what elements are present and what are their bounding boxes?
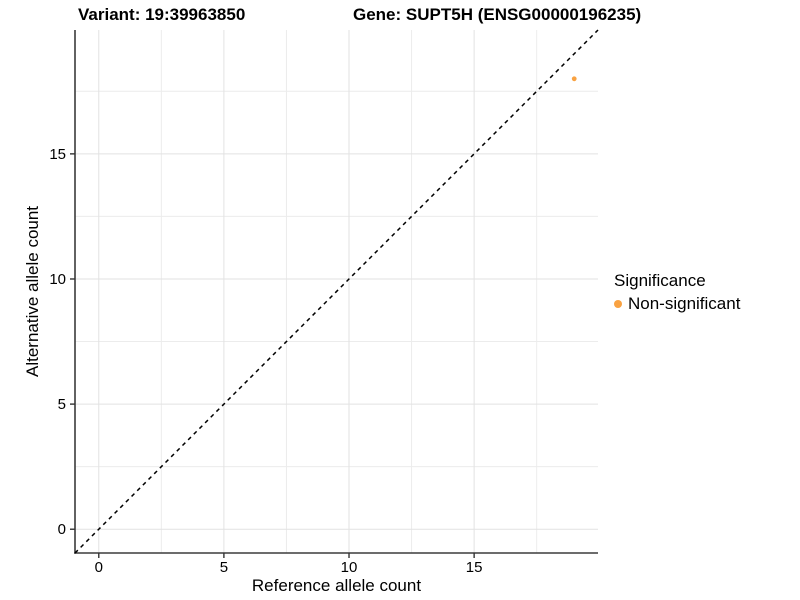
axes <box>70 30 598 558</box>
identity-dashed-line <box>74 29 599 554</box>
legend: Significance Non-significant <box>614 271 740 314</box>
x-axis-title: Reference allele count <box>252 576 421 595</box>
tick-labels: 0 5 10 15 0 5 10 15 <box>49 146 482 576</box>
legend-title: Significance <box>614 271 706 290</box>
x-tick-label: 0 <box>95 559 103 576</box>
data-point <box>571 76 577 82</box>
plot-title-gene: Gene: SUPT5H (ENSG00000196235) <box>353 5 642 24</box>
gridlines <box>75 30 598 553</box>
legend-item-label: Non-significant <box>628 294 741 313</box>
x-tick-label: 5 <box>220 559 228 576</box>
legend-item: Non-significant <box>614 294 740 314</box>
y-tick-label: 0 <box>58 521 66 538</box>
plot-title-variant: Variant: 19:39963850 <box>78 5 246 24</box>
y-tick-label: 5 <box>58 396 66 413</box>
x-tick-label: 15 <box>466 559 483 576</box>
data-points <box>571 76 577 82</box>
y-tick-label: 10 <box>49 271 66 288</box>
x-tick-label: 10 <box>341 559 358 576</box>
y-tick-label: 15 <box>49 146 66 163</box>
legend-point-icon <box>614 300 622 308</box>
y-axis-title: Alternative allele count <box>23 206 42 377</box>
